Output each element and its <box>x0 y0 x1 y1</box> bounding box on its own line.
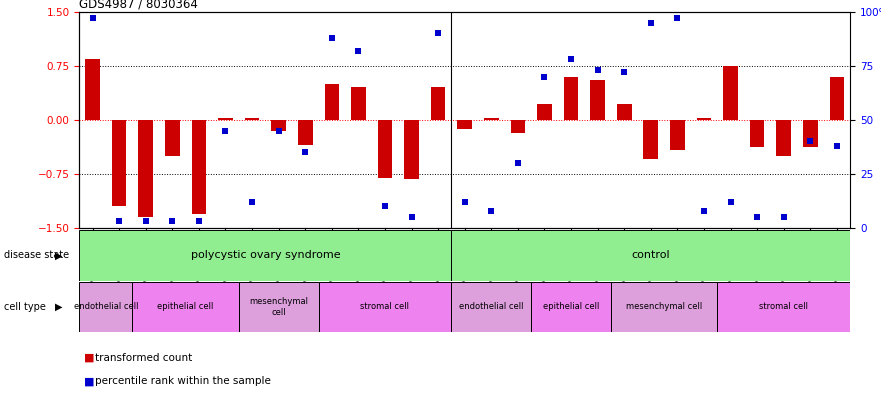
Bar <box>451 230 850 281</box>
Point <box>803 138 818 145</box>
Point <box>271 127 285 134</box>
Text: epithelial cell: epithelial cell <box>543 303 599 311</box>
Point <box>537 73 552 80</box>
Text: percentile rank within the sample: percentile rank within the sample <box>95 376 271 386</box>
Point <box>192 218 206 224</box>
Text: transformed count: transformed count <box>95 353 192 363</box>
Bar <box>617 104 632 120</box>
Bar <box>590 80 605 120</box>
Point <box>218 127 233 134</box>
Bar <box>451 282 531 332</box>
Bar <box>112 120 127 206</box>
Point <box>644 19 658 26</box>
Bar <box>670 120 685 150</box>
Bar <box>457 120 472 129</box>
Bar <box>378 120 392 178</box>
Bar <box>298 120 313 145</box>
Bar <box>85 59 100 120</box>
Text: GDS4987 / 8030364: GDS4987 / 8030364 <box>79 0 198 11</box>
Point <box>378 203 392 209</box>
Point <box>166 218 180 224</box>
Text: endothelial cell: endothelial cell <box>459 303 523 311</box>
Bar <box>79 282 132 332</box>
Text: mesenchymal cell: mesenchymal cell <box>626 303 702 311</box>
Bar <box>138 120 153 217</box>
Text: stromal cell: stromal cell <box>759 303 808 311</box>
Point <box>352 48 366 54</box>
Bar <box>750 120 765 147</box>
Bar <box>404 120 418 179</box>
Point <box>404 214 418 220</box>
Bar <box>643 120 658 160</box>
Bar <box>723 66 738 120</box>
Bar <box>803 120 818 147</box>
Text: endothelial cell: endothelial cell <box>74 303 138 311</box>
Point <box>697 208 711 214</box>
Bar <box>564 77 578 120</box>
Text: polycystic ovary syndrome: polycystic ovary syndrome <box>190 250 340 261</box>
Bar <box>537 104 552 120</box>
Bar <box>697 118 711 120</box>
Bar <box>319 282 451 332</box>
Bar <box>830 77 844 120</box>
Point <box>750 214 764 220</box>
Bar <box>271 120 286 130</box>
Bar <box>511 120 525 133</box>
Point <box>590 67 604 73</box>
Bar <box>776 120 791 156</box>
Text: ■: ■ <box>84 376 94 386</box>
Bar <box>324 84 339 120</box>
Bar <box>79 230 451 281</box>
Point <box>777 214 791 220</box>
Bar <box>352 87 366 120</box>
Point <box>723 199 737 205</box>
Bar <box>165 120 180 156</box>
Text: ■: ■ <box>84 353 94 363</box>
Bar <box>611 282 717 332</box>
Point <box>511 160 525 166</box>
Point <box>85 15 100 22</box>
Point <box>670 15 685 22</box>
Text: control: control <box>632 250 670 261</box>
Point <box>298 149 312 155</box>
Text: disease state: disease state <box>4 250 70 261</box>
Text: ▶: ▶ <box>56 302 63 312</box>
Point <box>618 69 632 75</box>
Text: cell type: cell type <box>4 302 47 312</box>
Text: ▶: ▶ <box>56 250 63 261</box>
Text: mesenchymal
cell: mesenchymal cell <box>249 297 308 317</box>
Bar <box>239 282 319 332</box>
Text: stromal cell: stromal cell <box>360 303 410 311</box>
Point <box>431 30 445 37</box>
Point <box>325 35 339 41</box>
Point <box>458 199 472 205</box>
Bar <box>218 118 233 120</box>
Bar <box>484 118 499 120</box>
Bar <box>531 282 611 332</box>
Point <box>564 56 578 62</box>
Bar <box>717 282 850 332</box>
Point <box>138 218 152 224</box>
Text: epithelial cell: epithelial cell <box>158 303 214 311</box>
Bar <box>431 87 446 120</box>
Point <box>245 199 259 205</box>
Bar <box>132 282 239 332</box>
Point <box>112 218 126 224</box>
Point <box>830 143 844 149</box>
Bar <box>191 120 206 213</box>
Point <box>485 208 499 214</box>
Bar <box>245 118 259 120</box>
